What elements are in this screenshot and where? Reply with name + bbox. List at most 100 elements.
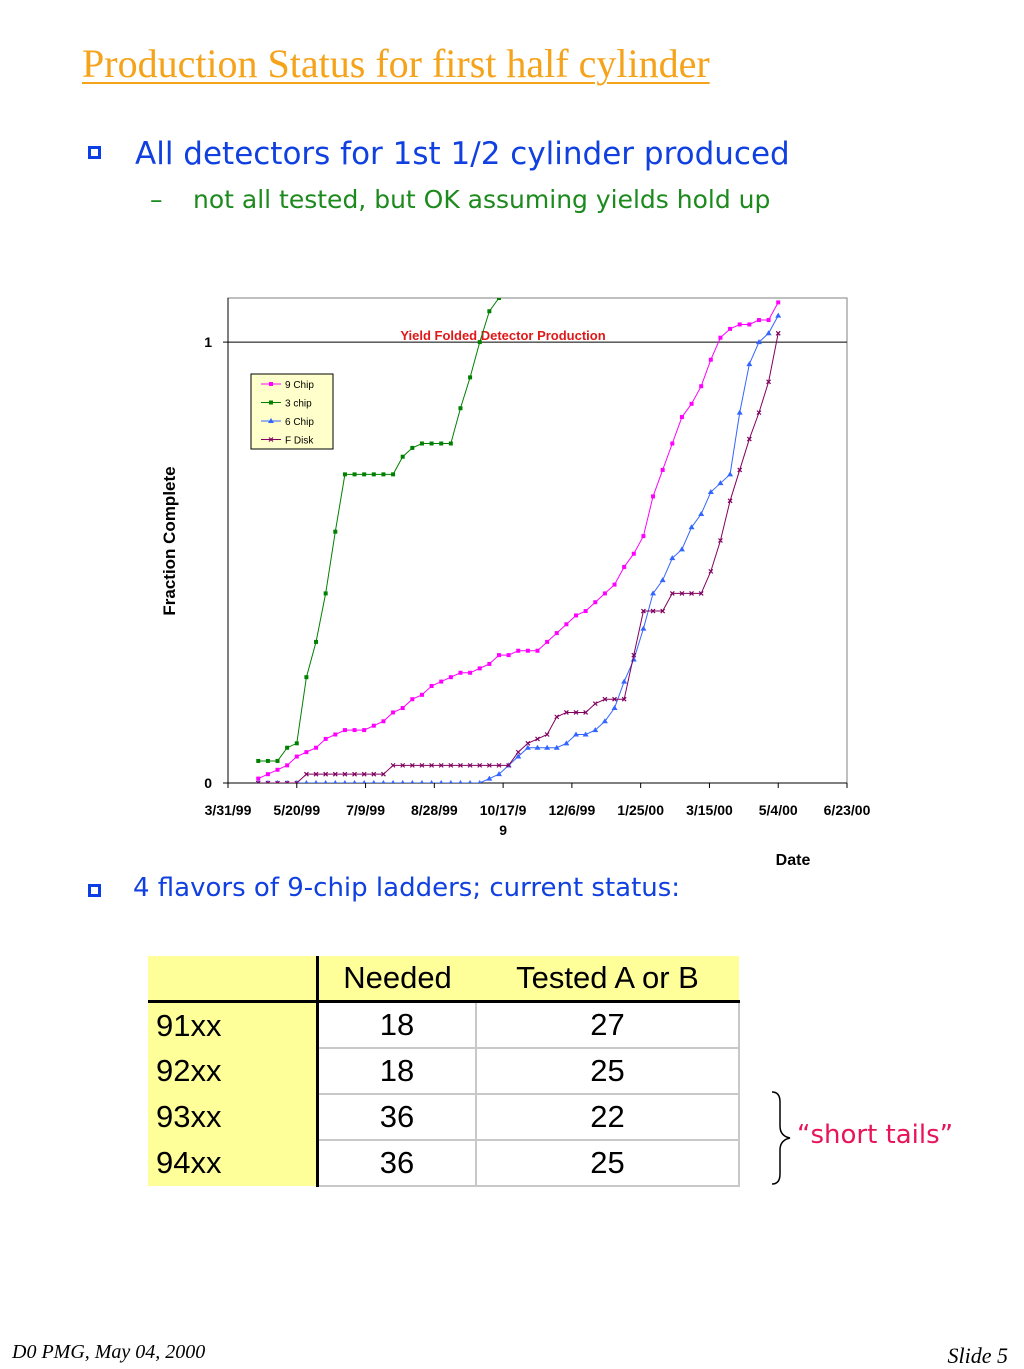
data-point bbox=[506, 762, 512, 768]
legend-marker bbox=[269, 400, 273, 405]
data-point bbox=[468, 670, 473, 675]
data-point bbox=[776, 300, 781, 305]
bullet-four-flavors: 4 flavors of 9-chip ladders; current sta… bbox=[133, 873, 681, 903]
data-point bbox=[342, 728, 347, 733]
data-point bbox=[284, 780, 290, 783]
series-3-chip bbox=[256, 298, 501, 763]
data-point bbox=[265, 780, 271, 783]
data-point bbox=[621, 696, 627, 702]
data-point bbox=[275, 767, 280, 772]
x-axis-title: Date bbox=[776, 852, 811, 869]
production-chart: 0 1 3/31/99 5/20/99 7/9/99 8/28/99 10/17/9 9 12/… bbox=[160, 297, 871, 869]
data-point bbox=[679, 590, 685, 596]
data-point bbox=[746, 361, 753, 367]
bullet-square-icon bbox=[88, 884, 101, 897]
data-point bbox=[352, 472, 357, 477]
data-point bbox=[708, 357, 713, 362]
data-point bbox=[265, 758, 270, 763]
legend-marker bbox=[268, 418, 274, 423]
table-row: 93xx 36 22 bbox=[148, 1093, 740, 1141]
sub-bullet-not-all-tested: not all tested, but OK assuming yields h… bbox=[193, 185, 771, 214]
data-point bbox=[699, 384, 704, 389]
table-cell-tested: 25 bbox=[475, 1139, 740, 1187]
data-point bbox=[660, 608, 666, 614]
data-point bbox=[314, 639, 319, 644]
data-point bbox=[486, 762, 492, 768]
data-point bbox=[381, 719, 386, 724]
x-tick-label: 3/15/00 bbox=[686, 802, 733, 818]
x-tick-label: 1/25/00 bbox=[617, 802, 664, 818]
table-header-row: Needed Tested A or B bbox=[148, 956, 739, 1003]
data-point bbox=[391, 472, 396, 477]
data-point bbox=[622, 564, 627, 569]
data-point bbox=[448, 675, 453, 680]
x-tick-label: 12/6/99 bbox=[549, 802, 596, 818]
data-point bbox=[708, 568, 714, 574]
data-point bbox=[419, 762, 425, 768]
data-point bbox=[525, 740, 531, 746]
x-tick-label: 5/4/00 bbox=[759, 802, 798, 818]
data-point bbox=[400, 454, 405, 459]
data-point bbox=[477, 340, 482, 345]
data-point bbox=[746, 436, 752, 442]
y-tick-label: 1 bbox=[204, 334, 212, 350]
data-point bbox=[535, 648, 540, 653]
footer-meeting-date: D0 PMG, May 04, 2000 bbox=[12, 1341, 206, 1363]
data-point bbox=[429, 441, 434, 446]
data-point bbox=[439, 441, 444, 446]
data-point bbox=[554, 714, 560, 720]
data-point bbox=[612, 582, 617, 587]
data-point bbox=[438, 762, 444, 768]
data-point bbox=[294, 741, 299, 746]
data-point bbox=[747, 322, 752, 327]
data-point bbox=[419, 692, 424, 697]
data-point bbox=[429, 780, 434, 783]
data-point bbox=[756, 410, 762, 416]
data-point bbox=[775, 312, 782, 318]
data-point bbox=[669, 590, 675, 596]
data-point bbox=[563, 740, 570, 746]
table-row: 91xx 18 27 bbox=[148, 1000, 740, 1049]
table-cell-flavor: 92xx bbox=[148, 1048, 319, 1094]
table-cell-flavor: 94xx bbox=[148, 1140, 319, 1186]
data-point bbox=[506, 653, 511, 658]
x-tick-label: 3/31/99 bbox=[205, 802, 252, 818]
table-header-needed: Needed bbox=[317, 956, 476, 1003]
data-point bbox=[342, 771, 348, 777]
data-point bbox=[372, 780, 376, 783]
data-point bbox=[332, 771, 338, 777]
data-point bbox=[467, 762, 473, 768]
data-point bbox=[343, 780, 347, 783]
data-point bbox=[371, 771, 377, 777]
data-point bbox=[323, 736, 328, 741]
x-tick-label: 5/20/99 bbox=[273, 802, 320, 818]
legend-marker bbox=[268, 437, 274, 442]
data-point bbox=[718, 538, 723, 543]
data-point bbox=[515, 753, 522, 759]
data-point bbox=[582, 731, 589, 737]
table-row: 94xx 36 25 bbox=[148, 1139, 740, 1187]
data-point bbox=[487, 309, 492, 314]
data-point bbox=[689, 401, 694, 406]
data-point bbox=[602, 591, 607, 596]
data-point bbox=[544, 732, 550, 737]
data-point bbox=[410, 697, 415, 702]
data-point bbox=[640, 608, 646, 614]
data-point bbox=[678, 546, 685, 552]
data-point bbox=[256, 758, 261, 763]
x-tick-label: 8/28/99 bbox=[411, 802, 458, 818]
data-point bbox=[477, 762, 483, 768]
data-point bbox=[342, 472, 347, 477]
series-line bbox=[258, 298, 500, 762]
data-point bbox=[698, 511, 705, 517]
data-point bbox=[333, 732, 338, 737]
data-point bbox=[487, 661, 492, 666]
data-point bbox=[717, 480, 724, 486]
data-point bbox=[458, 670, 463, 675]
data-point bbox=[333, 529, 338, 534]
data-point bbox=[275, 780, 280, 783]
data-point bbox=[737, 467, 743, 473]
data-point bbox=[352, 780, 357, 783]
data-point bbox=[323, 591, 328, 596]
data-point bbox=[563, 710, 569, 715]
